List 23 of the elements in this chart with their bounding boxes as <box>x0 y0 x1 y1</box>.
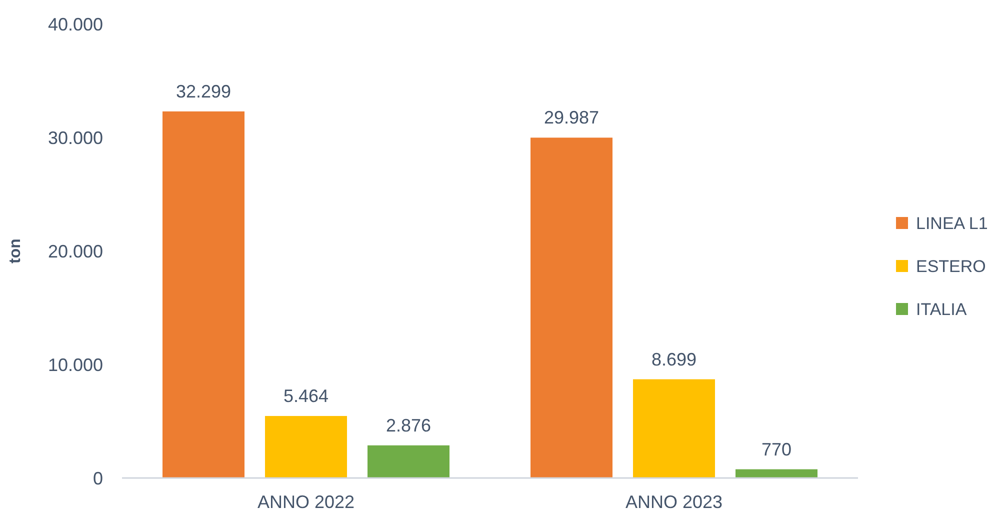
bar <box>368 445 450 478</box>
legend-label: ITALIA <box>916 300 968 319</box>
data-label: 5.464 <box>283 386 329 406</box>
x-tick-label: ANNO 2023 <box>625 492 723 512</box>
data-label: 29.987 <box>544 108 600 128</box>
bar <box>530 138 612 478</box>
y-tick-label: 10.000 <box>48 354 103 375</box>
data-label: 770 <box>761 439 792 460</box>
data-label: 8.699 <box>651 349 697 370</box>
y-tick-label: 30.000 <box>48 128 103 148</box>
legend-label: LINEA L1 <box>916 214 988 233</box>
y-tick-label: 20.000 <box>48 241 103 262</box>
x-tick-label: ANNO 2022 <box>257 492 355 512</box>
bar <box>736 469 818 478</box>
bar <box>633 379 715 478</box>
y-tick-label: 40.000 <box>48 14 103 34</box>
y-tick-label: 0 <box>92 468 103 488</box>
data-label: 2.876 <box>386 415 432 436</box>
bar <box>162 111 244 478</box>
y-axis-title: ton <box>7 238 24 264</box>
bar <box>265 416 347 478</box>
data-label: 32.299 <box>176 81 232 102</box>
legend-label: ESTERO <box>916 256 986 276</box>
